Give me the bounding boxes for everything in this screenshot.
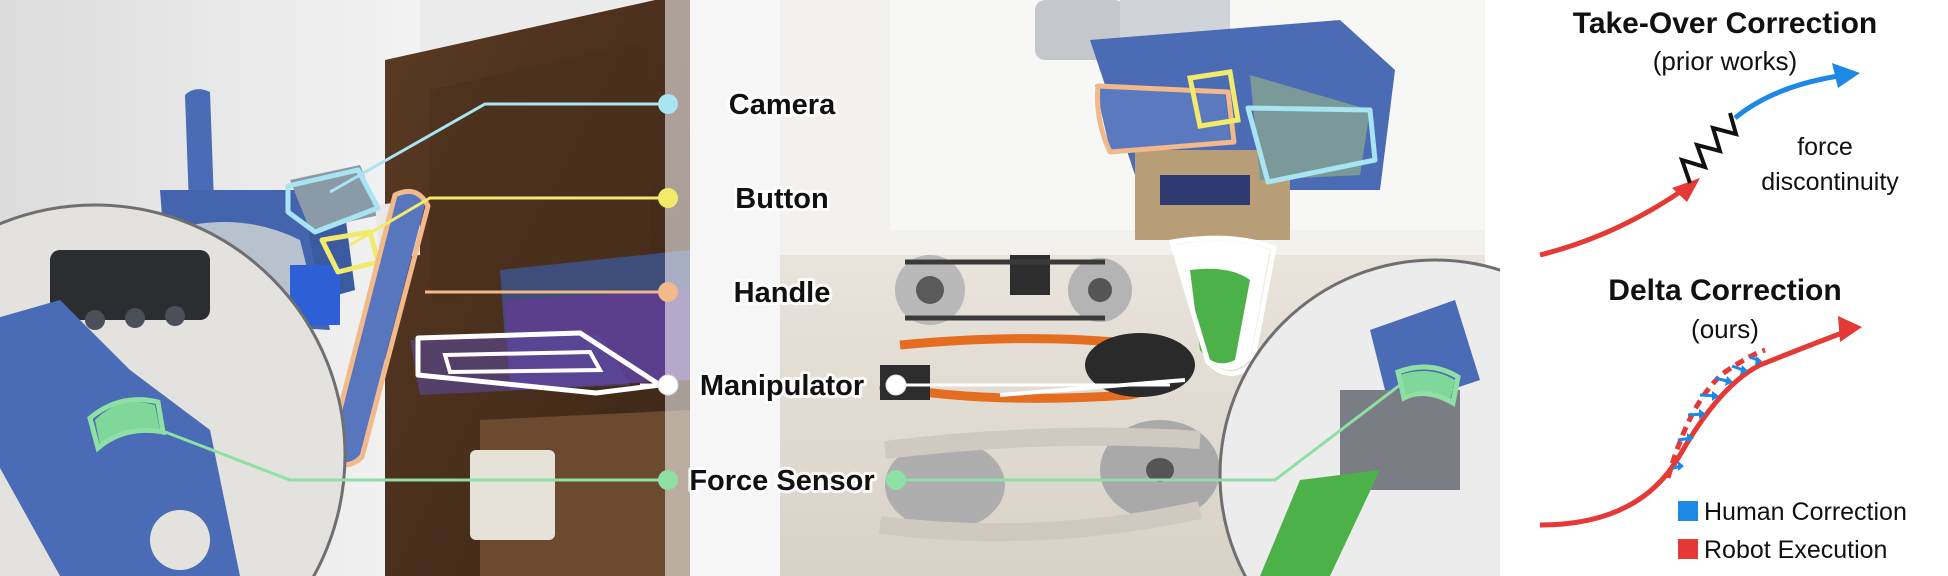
callout-labels: Camera Button Handle Manipulator Force S… (686, 86, 877, 500)
takeover-note-line1: force (1797, 133, 1853, 161)
fin-ray-finger (1190, 268, 1250, 364)
force-dot-right (886, 470, 906, 490)
label-button: Button (735, 183, 828, 215)
force-leader-left (159, 428, 668, 482)
manipulator-outline-mid (1168, 235, 1277, 376)
leader-lines (159, 102, 1401, 482)
robot-trajectory-takeover (1539, 182, 1692, 258)
takeover-note-line2: discontinuity (1761, 168, 1899, 196)
legend-robot-label: Robot Execution (1704, 536, 1887, 564)
handle-bar (330, 191, 425, 463)
manipulator-dot-left (657, 374, 679, 396)
button-leader (349, 196, 668, 247)
human-arrowhead-takeover (1832, 63, 1860, 88)
handle-dot (658, 282, 678, 302)
handle-outline-mid (1095, 83, 1237, 155)
left-inset-zoom (0, 203, 347, 576)
camera-outline (285, 167, 381, 235)
camera-leader (329, 102, 668, 194)
legend-human-swatch (1678, 501, 1698, 521)
force-spring-icon (1678, 112, 1739, 184)
inset-fin-finger (1260, 470, 1380, 576)
label-camera: Camera (729, 89, 836, 121)
button-dot (658, 188, 678, 208)
robot-trajectory-delta (1539, 327, 1851, 528)
takeover-subtitle: (prior works) (1653, 46, 1797, 76)
leader-dots (657, 94, 907, 490)
left-inset-border (0, 203, 347, 576)
middle-outlines (1095, 69, 1378, 376)
robot-arrowhead-takeover (1672, 178, 1700, 202)
legend-human-label: Human Correction (1704, 498, 1907, 526)
manipulator-outline (415, 330, 663, 396)
human-trajectory-takeover (1733, 72, 1846, 120)
camera-outline-mid (1245, 105, 1378, 185)
inset-camera (50, 250, 210, 320)
force-leader-right (896, 383, 1401, 482)
manipulator-dot-right (885, 374, 907, 396)
legend-robot-swatch (1678, 539, 1698, 559)
takeover-title: Take-Over Correction (1573, 7, 1878, 40)
white-box (470, 450, 555, 540)
camera-dot (658, 94, 678, 114)
robot-arrowhead-delta (1838, 316, 1862, 342)
toothed-belt (883, 427, 1201, 459)
robot-planned-dashed (1665, 347, 1766, 479)
label-manipulator: Manipulator (700, 370, 864, 402)
inset-force-sensor-right (1400, 371, 1455, 400)
delta-subtitle: (ours) (1691, 314, 1759, 344)
label-handle: Handle (734, 277, 831, 309)
label-force-sensor: Force Sensor (689, 465, 874, 497)
force-dot-left (658, 470, 678, 490)
delta-title: Delta Correction (1608, 274, 1841, 307)
human-correction-arrowheads (1678, 356, 1762, 471)
button-outline-mid (1187, 69, 1241, 129)
pulley (885, 440, 1005, 530)
handle-bar-mid (1095, 85, 1230, 150)
schematic-panel: Take-Over Correction (prior works) force… (1500, 0, 1948, 576)
inset-force-sensor (95, 402, 160, 445)
